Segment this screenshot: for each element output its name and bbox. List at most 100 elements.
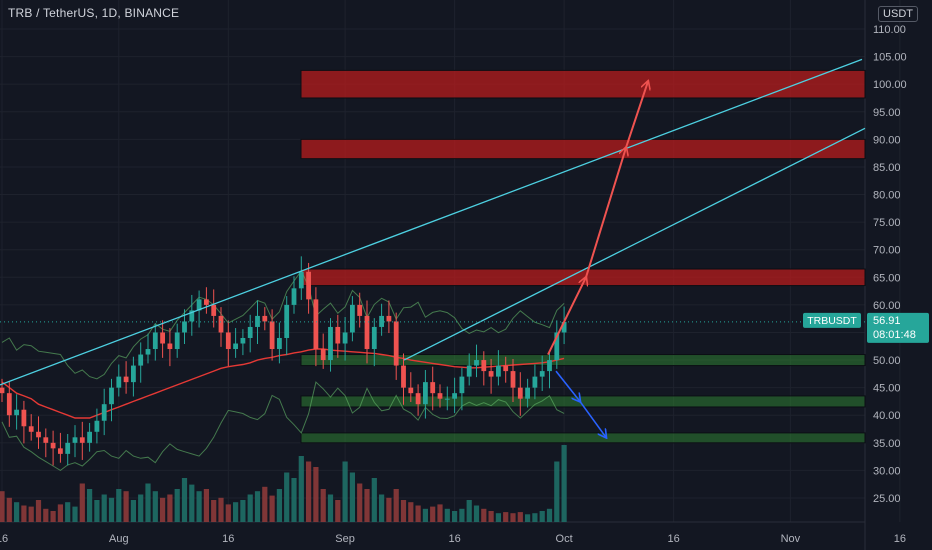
upper-band — [1, 269, 565, 380]
price-tick-label: 80.00 — [873, 190, 901, 202]
candle-body — [218, 315, 224, 333]
volume-bar — [400, 500, 407, 522]
candle-body — [167, 343, 173, 350]
candle-body — [415, 393, 421, 405]
price-tick-label: 105.00 — [873, 52, 907, 64]
volume-bars — [0, 445, 567, 522]
volume-bar — [43, 508, 49, 522]
volume-bar — [138, 494, 144, 522]
candle-body — [488, 371, 494, 377]
volume-bar — [57, 504, 63, 522]
symbol-badge — [803, 312, 861, 328]
volume-bar — [87, 489, 93, 522]
volume-bar — [437, 504, 443, 522]
candle-body — [423, 382, 428, 405]
candle-body — [255, 315, 260, 327]
volume-bar — [35, 500, 42, 522]
resistance-zone — [300, 138, 866, 160]
countdown-timer: 08:01:48 — [873, 329, 916, 341]
volume-bar — [145, 483, 151, 522]
candle-body — [116, 376, 122, 388]
volume-bar — [357, 483, 363, 522]
projection-arrows — [547, 81, 648, 437]
currency-button[interactable]: USDT — [878, 6, 918, 22]
candle-body — [342, 332, 348, 344]
volume-bar — [130, 500, 136, 522]
bearish-projection-arrow — [555, 370, 606, 437]
volume-bar — [174, 489, 180, 522]
candle-body — [379, 315, 384, 327]
candle-body — [547, 360, 552, 372]
volume-bar — [167, 494, 173, 522]
volume-bar — [6, 497, 12, 522]
candle-body — [335, 326, 341, 344]
volume-bar — [79, 483, 85, 522]
volume-bar — [393, 489, 399, 522]
price-tick-label: 45.00 — [873, 383, 901, 395]
candle-body — [364, 315, 370, 350]
volume-bar — [284, 472, 290, 522]
candlesticks — [0, 256, 567, 466]
volume-bar — [123, 491, 129, 522]
candle-body — [350, 304, 355, 333]
volume-bar — [415, 505, 421, 522]
price-tick-label: 65.00 — [873, 272, 901, 284]
time-tick-label: 16 — [222, 533, 234, 545]
time-tick-label: Nov — [781, 533, 801, 545]
volume-bar — [466, 500, 472, 522]
volume-bar — [525, 514, 531, 522]
lower-trend-line — [403, 127, 866, 361]
volume-bar — [0, 491, 5, 522]
volume-bar — [94, 500, 100, 522]
candle-body — [532, 376, 538, 388]
time-tick-label: 16 — [0, 533, 8, 545]
candle-body — [401, 365, 406, 388]
candle-body — [277, 337, 282, 350]
volume-bar — [116, 489, 122, 522]
candle-body — [123, 376, 129, 383]
volume-bar — [108, 497, 115, 522]
volume-bar — [422, 508, 428, 522]
candle-body — [481, 360, 487, 372]
volume-bar — [335, 500, 341, 522]
volume-bar — [262, 486, 268, 522]
time-tick-label: Aug — [109, 533, 129, 545]
volume-bar — [196, 491, 202, 522]
volume-bar — [444, 508, 450, 522]
support-zone — [300, 432, 866, 444]
last-price-label: TRBUSDT 56.91 08:01:48 — [803, 312, 929, 343]
volume-bar — [276, 489, 282, 522]
candle-body — [0, 387, 5, 394]
candle-body — [386, 315, 392, 322]
candle-body — [6, 393, 12, 416]
candle-body — [269, 321, 275, 350]
volume-bar — [349, 472, 355, 522]
bullish-projection-arrow — [547, 81, 648, 355]
candle-body — [138, 354, 144, 366]
time-tick-label: 16 — [448, 533, 460, 545]
volume-bar — [452, 511, 458, 522]
volume-bar — [488, 511, 494, 522]
volume-bar — [561, 445, 567, 522]
candle-body — [174, 332, 180, 350]
candle-body — [36, 431, 41, 438]
candle-body — [79, 437, 85, 443]
price-tick-label: 100.00 — [873, 79, 907, 91]
volume-bar — [181, 478, 188, 522]
volume-bar — [517, 512, 523, 522]
candle-body — [152, 332, 158, 350]
volume-bar — [160, 497, 166, 522]
price-tick-label: 50.00 — [873, 355, 901, 367]
candle-body — [14, 409, 19, 416]
volume-bar — [546, 508, 553, 522]
lower-band — [1, 381, 565, 472]
price-tick-label: 30.00 — [873, 465, 901, 477]
price-badge-value: 56.91 — [873, 315, 901, 327]
candle-body — [182, 321, 187, 333]
candle-body — [561, 321, 567, 333]
price-tick-label: 70.00 — [873, 245, 901, 257]
candle-body — [371, 326, 377, 350]
volume-bar — [306, 461, 312, 522]
price-zones — [300, 69, 866, 444]
